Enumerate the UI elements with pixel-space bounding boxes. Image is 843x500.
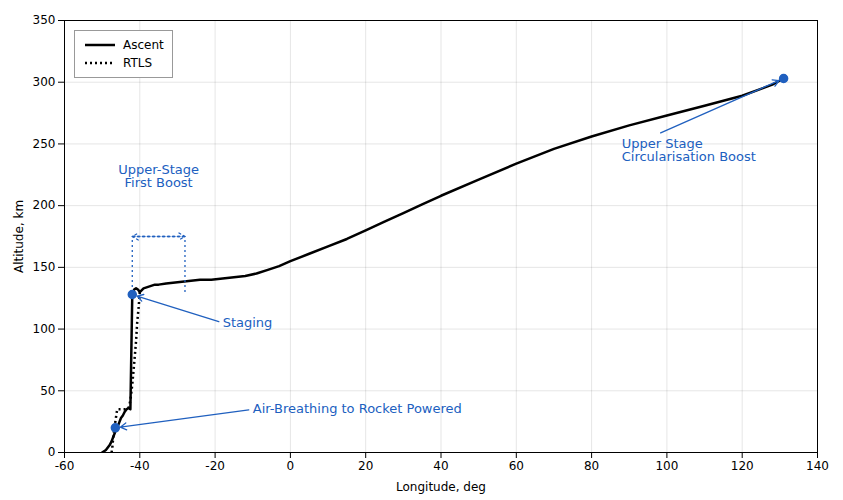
html-text:RTLS: RTLS [123,56,153,70]
svg-text:-60: -60 [55,459,75,473]
svg-text:Upper-StageFirst Boost: Upper-StageFirst Boost [118,162,199,190]
svg-text:300: 300 [33,75,56,89]
svg-text:40: 40 [433,459,448,473]
html-text:Ascent: Ascent [123,38,164,52]
svg-text:100: 100 [33,322,56,336]
svg-text:Staging: Staging [223,315,273,330]
svg-text:Air-Breathing to Rocket Powere: Air-Breathing to Rocket Powered [253,401,462,416]
svg-text:140: 140 [806,459,829,473]
svg-text:120: 120 [731,459,754,473]
svg-text:20: 20 [358,459,373,473]
svg-text:Altitude, km: Altitude, km [12,200,26,273]
svg-text:80: 80 [584,459,599,473]
svg-text:0: 0 [287,459,295,473]
svg-text:100: 100 [655,459,678,473]
svg-text:50: 50 [40,384,55,398]
svg-text:200: 200 [33,198,56,212]
svg-text:Longitude, deg: Longitude, deg [396,480,486,494]
svg-text:350: 350 [33,13,56,27]
svg-text:60: 60 [509,459,524,473]
svg-text:0: 0 [48,445,56,459]
svg-text:-40: -40 [130,459,150,473]
svg-text:-20: -20 [205,459,225,473]
svg-text:150: 150 [33,260,56,274]
svg-text:250: 250 [33,137,56,151]
svg-text:Upper StageCircularisation Boo: Upper StageCircularisation Boost [622,136,756,164]
